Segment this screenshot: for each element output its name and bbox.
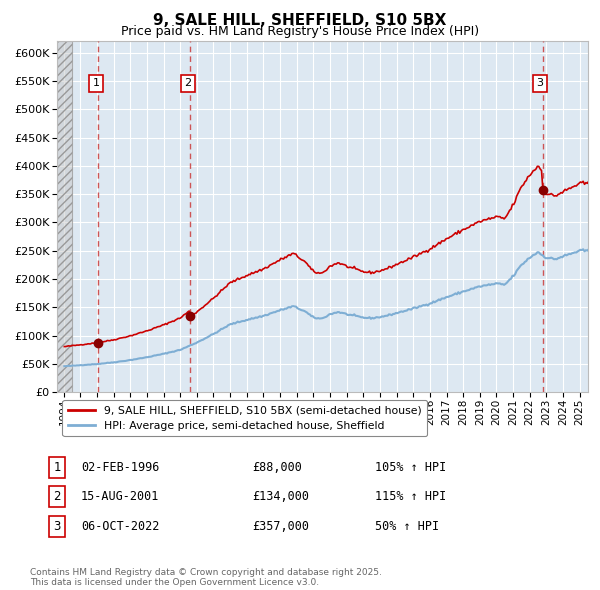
Text: £134,000: £134,000 [252,490,309,503]
Text: 105% ↑ HPI: 105% ↑ HPI [375,461,446,474]
Text: 02-FEB-1996: 02-FEB-1996 [81,461,160,474]
Bar [57,41,72,392]
Text: 1: 1 [53,461,61,474]
Text: 9, SALE HILL, SHEFFIELD, S10 5BX: 9, SALE HILL, SHEFFIELD, S10 5BX [154,13,446,28]
Text: 1: 1 [92,78,100,88]
Text: £88,000: £88,000 [252,461,302,474]
Text: 2: 2 [53,490,61,503]
Bar [57,41,72,392]
Text: 3: 3 [536,78,544,88]
Text: £357,000: £357,000 [252,520,309,533]
Text: 3: 3 [53,520,61,533]
Text: 2: 2 [184,78,191,88]
Text: 15-AUG-2001: 15-AUG-2001 [81,490,160,503]
Text: 06-OCT-2022: 06-OCT-2022 [81,520,160,533]
Text: 50% ↑ HPI: 50% ↑ HPI [375,520,439,533]
Text: Contains HM Land Registry data © Crown copyright and database right 2025.
This d: Contains HM Land Registry data © Crown c… [30,568,382,587]
Text: Price paid vs. HM Land Registry's House Price Index (HPI): Price paid vs. HM Land Registry's House … [121,25,479,38]
Text: 115% ↑ HPI: 115% ↑ HPI [375,490,446,503]
Legend: 9, SALE HILL, SHEFFIELD, S10 5BX (semi-detached house), HPI: Average price, semi: 9, SALE HILL, SHEFFIELD, S10 5BX (semi-d… [62,400,427,437]
